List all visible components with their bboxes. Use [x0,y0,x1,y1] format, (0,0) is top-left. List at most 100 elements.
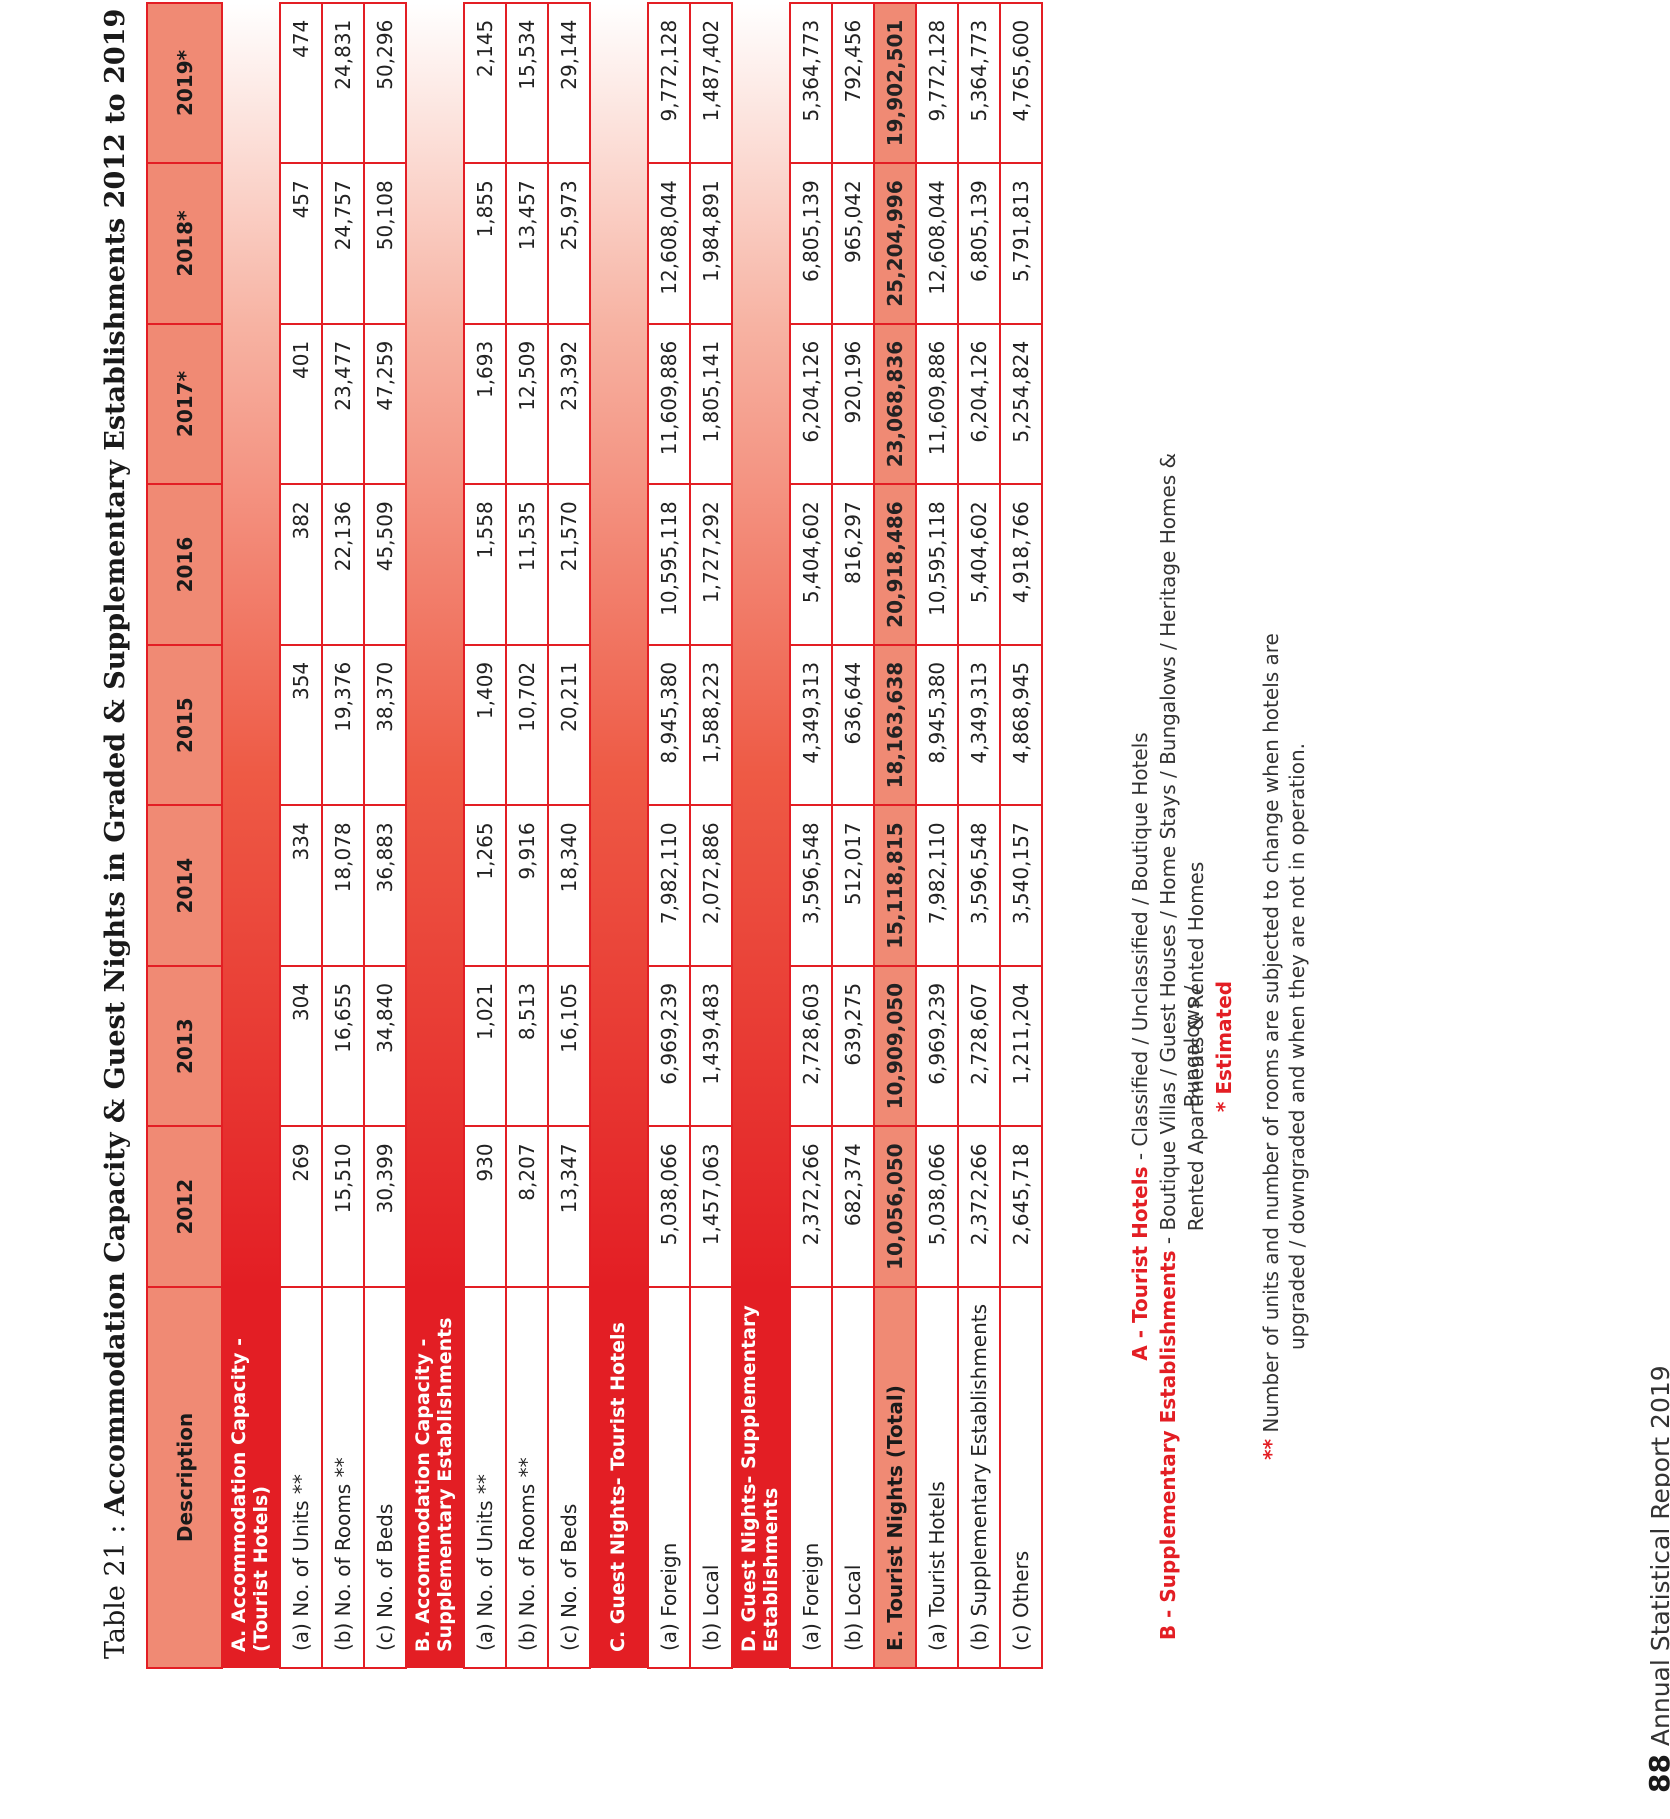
value-cell: 20,211 [548,644,590,806]
section-gradient-band [406,2,464,1287]
value-cell: 23,068,836 [874,323,916,485]
value-cell: 50,296 [364,2,406,164]
value-cell: 23,392 [548,323,590,485]
value-cell: 5,038,066 [648,1126,690,1287]
row-label: (c) Others [1000,1286,1042,1668]
value-cell: 10,909,050 [874,965,916,1127]
row-label: (c) No. of Beds [364,1286,406,1668]
value-cell: 6,204,126 [790,323,832,485]
value-cell: 3,540,157 [1000,805,1042,966]
header-description: Description [147,1286,222,1668]
value-cell: 269 [280,1126,322,1287]
section-label: C. Guest Nights- Tourist Hotels [590,1286,648,1668]
footnote-a-key: A - Tourist Hotels [1128,1166,1152,1361]
value-cell: 18,340 [548,805,590,966]
header-year: 2012 [147,1126,222,1287]
report-name: Annual Statistical Report 2019 [1646,1365,1670,1747]
value-cell: 18,078 [322,805,364,966]
value-cell: 1,984,891 [690,163,732,324]
note-text: Number of units and number of rooms are … [1259,633,1283,1439]
value-cell: 2,372,266 [790,1126,832,1287]
value-cell: 457 [280,163,322,324]
value-cell: 21,570 [548,484,590,645]
value-cell: 5,404,602 [958,484,1000,645]
footnote-a-text: - Classified / Unclassified / Boutique H… [1128,732,1152,1167]
value-cell: 1,558 [464,484,506,645]
value-cell: 11,609,886 [916,323,958,485]
page-footer: 88 Annual Statistical Report 2019 [1643,1365,1670,1793]
value-cell: 5,404,602 [790,484,832,645]
value-cell: 1,693 [464,323,506,485]
table-row: (b) Local 1,457,063 1,439,483 2,072,886 1,58… [690,2,732,1668]
value-cell: 1,457,063 [690,1126,732,1287]
value-cell: 6,805,139 [790,163,832,324]
header-year: 2019* [147,2,222,164]
footnote-b-cont: Rented Apartments & Rented Homes [1184,424,1208,1669]
value-cell: 2,728,607 [958,965,1000,1127]
section-gradient-band [222,2,280,1287]
header-year: 2017* [147,323,222,485]
row-label: (b) Local [832,1286,874,1668]
header-year: 2013 [147,965,222,1127]
note-text2: upgraded / downgraded and when they are … [1285,742,1309,1351]
value-cell: 12,608,044 [916,163,958,324]
value-cell: 30,399 [364,1126,406,1287]
table-row: (a) Tourist Hotels 5,038,066 6,969,239 7,98… [916,2,958,1668]
value-cell: 7,982,110 [916,805,958,966]
value-cell: 8,207 [506,1126,548,1287]
value-cell: 1,588,223 [690,644,732,806]
row-label: (a) Foreign [790,1286,832,1668]
value-cell: 24,757 [322,163,364,324]
value-cell: 19,376 [322,644,364,806]
total-row: E. Tourist Nights (Total) 10,056,050 10,90… [874,2,916,1668]
table-row: (c) No. of Beds 30,399 34,840 36,883 38,370 4… [364,2,406,1668]
value-cell: 16,105 [548,965,590,1127]
value-cell: 34,840 [364,965,406,1127]
value-cell: 1,727,292 [690,484,732,645]
value-cell: 15,534 [506,2,548,164]
header-year: 2018* [147,163,222,324]
value-cell: 354 [280,644,322,806]
value-cell: 1,805,141 [690,323,732,485]
value-cell: 1,439,483 [690,965,732,1127]
value-cell: 920,196 [832,323,874,485]
value-cell: 682,374 [832,1126,874,1287]
value-cell: 12,509 [506,323,548,485]
value-cell: 792,456 [832,2,874,164]
value-cell: 304 [280,965,322,1127]
value-cell: 12,608,044 [648,163,690,324]
table-row: (b) Supplementary Establishments 2,372,26… [958,2,1000,1668]
value-cell: 13,457 [506,163,548,324]
value-cell: 6,969,239 [648,965,690,1127]
value-cell: 10,595,118 [916,484,958,645]
value-cell: 10,595,118 [648,484,690,645]
header-year: 2016 [147,484,222,645]
value-cell: 8,945,380 [916,644,958,806]
value-cell: 9,772,128 [916,2,958,164]
footnote-b-text2: Rented Apartments & Rented Homes [1184,861,1208,1232]
footnote-b-key: B - Supplementary Establishments [1156,1250,1180,1641]
value-cell: 10,702 [506,644,548,806]
estimated-label: * Estimated [1212,980,1236,1113]
value-cell: 512,017 [832,805,874,966]
value-cell: 4,868,945 [1000,644,1042,806]
table-row: (a) No. of Units ** 930 1,021 1,265 1,409 1,5… [464,2,506,1668]
value-cell: 5,364,773 [790,2,832,164]
title-prefix: Table 21 : [100,1515,131,1659]
value-cell: 1,211,204 [1000,965,1042,1127]
value-cell: 2,072,886 [690,805,732,966]
table-row: (c) Others 2,645,718 1,211,204 3,540,157 4,8… [1000,2,1042,1668]
section-label: A. Accommodation Capacity - (Tourist Hot… [222,1286,280,1668]
row-label: (a) No. of Units ** [464,1286,506,1668]
value-cell: 3,596,548 [790,805,832,966]
value-cell: 13,347 [548,1126,590,1287]
row-label: (c) No. of Beds [548,1286,590,1668]
value-cell: 15,510 [322,1126,364,1287]
value-cell: 20,918,486 [874,484,916,645]
row-label: (a) Foreign [648,1286,690,1668]
value-cell: 8,513 [506,965,548,1127]
row-label: (b) Supplementary Establishments [958,1286,1000,1668]
value-cell: 24,831 [322,2,364,164]
value-cell: 8,945,380 [648,644,690,806]
